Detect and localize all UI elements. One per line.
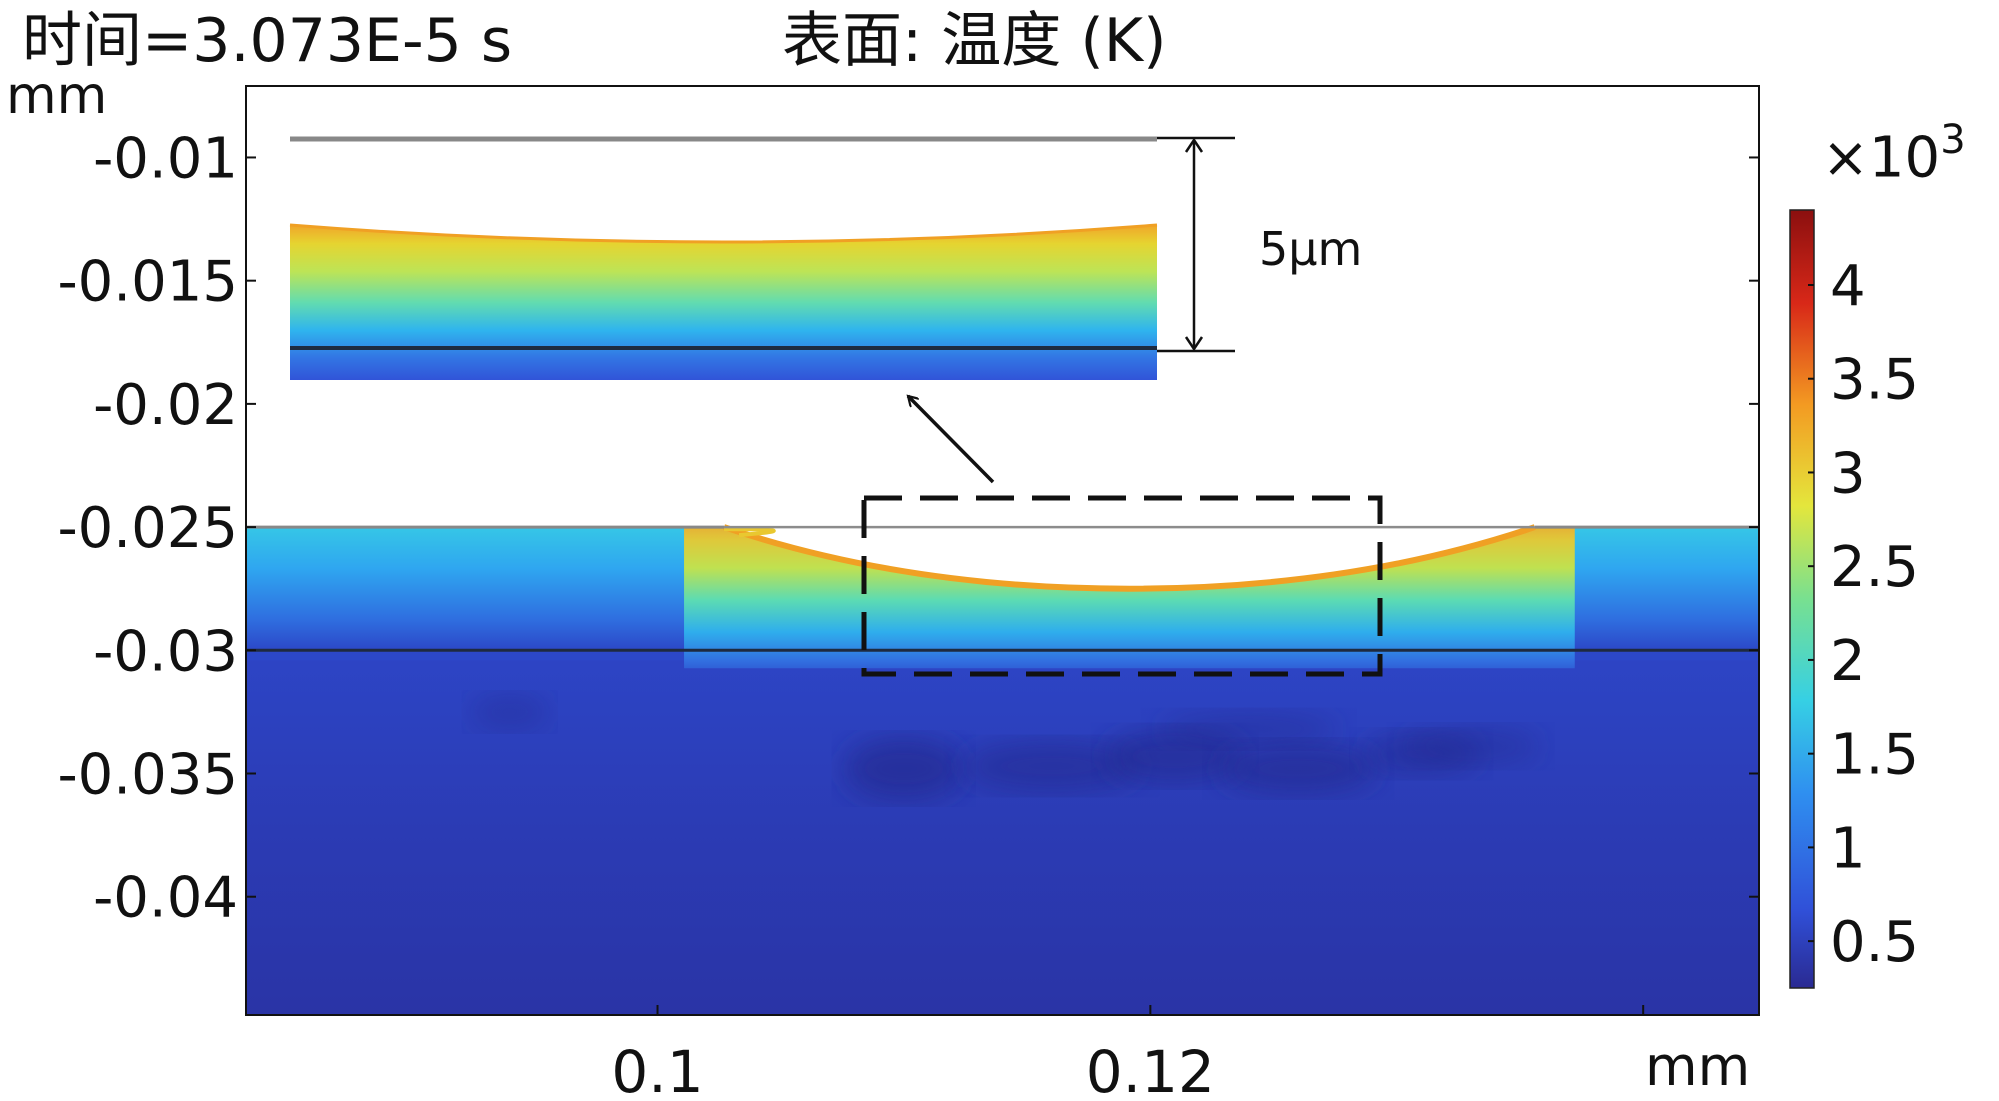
y-tick-label-3: -0.025 xyxy=(57,496,238,561)
substrate-dark-patch-0 xyxy=(843,736,964,801)
inset-scale-arrow-up xyxy=(1184,137,1204,153)
colorbar-tick-label-1: 1 xyxy=(1830,816,1866,881)
colorbar-tick-label-4: 2.5 xyxy=(1830,535,1919,600)
x-axis-unit-label: mm xyxy=(1645,1035,1751,1098)
inset-surface-edge xyxy=(289,223,1158,244)
substrate-dark-patch-6 xyxy=(469,693,550,730)
y-tick-label-2: -0.02 xyxy=(93,373,238,438)
crater-surface-edge xyxy=(723,524,1536,592)
colorbar-tick-label-7: 4 xyxy=(1830,254,1866,319)
colorbar-tick-label-2: 1.5 xyxy=(1830,723,1919,788)
y-tick-label-1: -0.015 xyxy=(57,250,238,315)
substrate-dark-patch-5 xyxy=(1400,726,1541,767)
colorbar-multiplier-base: ×10 xyxy=(1822,125,1941,191)
heated-zone-field xyxy=(684,527,1575,669)
inset-heated-layer xyxy=(290,225,1157,380)
surface-temperature-title: 表面: 温度 (K) xyxy=(782,6,1167,76)
y-tick-label-6: -0.04 xyxy=(93,866,238,931)
colorbar-tick-label-0: 0.5 xyxy=(1830,910,1919,975)
y-tick-label-5: -0.035 xyxy=(57,743,238,808)
substrate-dark-patch-7 xyxy=(1158,711,1339,748)
inset-scale-arrow-down xyxy=(1184,336,1204,352)
x-tick-label-1: 0.12 xyxy=(1086,1038,1215,1101)
y-axis-unit-label: mm xyxy=(6,66,108,126)
colorbar-tick-label-3: 2 xyxy=(1830,629,1866,694)
colorbar-tick-label-6: 3.5 xyxy=(1830,348,1919,413)
colorbar-tick-label-5: 3 xyxy=(1830,441,1866,506)
zoom-pointer-arrow xyxy=(908,396,995,484)
y-tick-label-4: -0.03 xyxy=(93,619,238,684)
colorbar xyxy=(1789,209,1815,989)
zoom-region-box xyxy=(861,495,1383,677)
colorbar-multiplier: ×103 xyxy=(1822,112,1966,191)
y-tick-label-0: -0.01 xyxy=(93,126,238,191)
time-label: 时间=3.073E-5 s xyxy=(22,6,513,76)
inset-scale-label: 5μm xyxy=(1259,222,1363,276)
crater-left-rim xyxy=(724,527,776,538)
substrate-dark-patch-3 xyxy=(1218,742,1379,795)
substrate-dark-patch-1 xyxy=(961,740,1142,793)
plot-frame xyxy=(245,85,1760,1016)
x-tick-label-0: 0.1 xyxy=(611,1038,703,1101)
colorbar-multiplier-exponent: 3 xyxy=(1940,117,1966,163)
